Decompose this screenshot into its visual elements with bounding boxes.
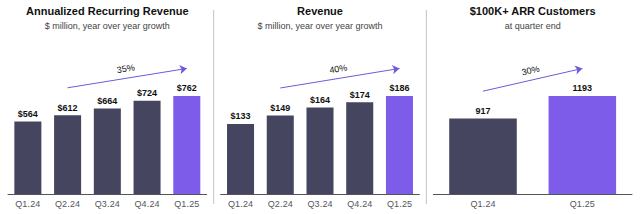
svg-text:Revenue: Revenue (297, 5, 343, 17)
svg-text:Q1․25: Q1․25 (570, 199, 595, 209)
svg-text:Q4․24: Q4․24 (135, 199, 160, 209)
svg-text:$174: $174 (350, 90, 370, 100)
svg-text:1193: 1193 (573, 83, 593, 93)
svg-text:Q1․24: Q1․24 (15, 199, 40, 209)
svg-text:Q3․24: Q3․24 (95, 199, 120, 209)
svg-text:$100K+ ARR Customers: $100K+ ARR Customers (470, 5, 596, 17)
svg-text:Q1․25: Q1․25 (387, 199, 412, 209)
svg-text:40%: 40% (329, 62, 348, 75)
svg-text:Annualized Recurring Revenue: Annualized Recurring Revenue (26, 5, 189, 17)
svg-text:Q1․25: Q1․25 (174, 199, 199, 209)
svg-text:$612: $612 (58, 103, 78, 113)
svg-text:Q1․24: Q1․24 (228, 199, 253, 209)
svg-text:35%: 35% (116, 62, 135, 75)
svg-text:Q2․24: Q2․24 (268, 199, 293, 209)
svg-text:at quarter end: at quarter end (505, 21, 561, 31)
svg-text:$ million, year over year grow: $ million, year over year growth (257, 21, 382, 31)
svg-text:Q1․24: Q1․24 (470, 199, 495, 209)
svg-text:$149: $149 (270, 103, 290, 113)
svg-text:$ million, year over year grow: $ million, year over year growth (45, 21, 170, 31)
svg-text:Q3․24: Q3․24 (307, 199, 332, 209)
svg-text:$762: $762 (177, 83, 197, 93)
svg-text:917: 917 (475, 106, 490, 116)
svg-text:$133: $133 (231, 111, 251, 121)
svg-text:$564: $564 (18, 109, 38, 119)
svg-text:$664: $664 (97, 96, 117, 106)
svg-text:Q2․24: Q2․24 (55, 199, 80, 209)
svg-text:$164: $164 (310, 95, 330, 105)
svg-text:Q4․24: Q4․24 (347, 199, 372, 209)
svg-text:30%: 30% (521, 64, 541, 78)
svg-text:$724: $724 (137, 88, 157, 98)
svg-text:$186: $186 (389, 83, 409, 93)
